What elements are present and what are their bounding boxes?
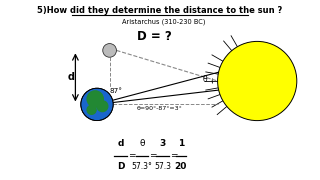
Text: 20: 20 <box>174 162 187 171</box>
Circle shape <box>87 91 103 107</box>
Text: 87°: 87° <box>110 88 123 94</box>
Text: 3: 3 <box>160 140 166 148</box>
Text: d: d <box>68 72 75 82</box>
Text: =: = <box>170 151 177 160</box>
Text: D = ?: D = ? <box>137 30 172 42</box>
Circle shape <box>81 88 113 121</box>
Text: Aristarchus (310-230 BC): Aristarchus (310-230 BC) <box>122 19 205 25</box>
Text: 5)How did they determine the distance to the sun ?: 5)How did they determine the distance to… <box>37 6 283 15</box>
Text: D: D <box>117 162 124 171</box>
Text: 57.3°: 57.3° <box>132 162 152 171</box>
Text: d: d <box>117 140 124 148</box>
Circle shape <box>87 105 96 114</box>
Text: 57.3: 57.3 <box>154 162 171 171</box>
Circle shape <box>218 41 297 121</box>
Circle shape <box>103 44 116 57</box>
Text: =: = <box>128 151 136 160</box>
Text: 1: 1 <box>178 140 184 148</box>
Text: θ: θ <box>203 75 207 84</box>
Circle shape <box>97 101 108 112</box>
Text: θ=90°-87°=3°: θ=90°-87°=3° <box>137 105 182 111</box>
Text: θ: θ <box>139 140 145 148</box>
Text: =: = <box>149 151 156 160</box>
